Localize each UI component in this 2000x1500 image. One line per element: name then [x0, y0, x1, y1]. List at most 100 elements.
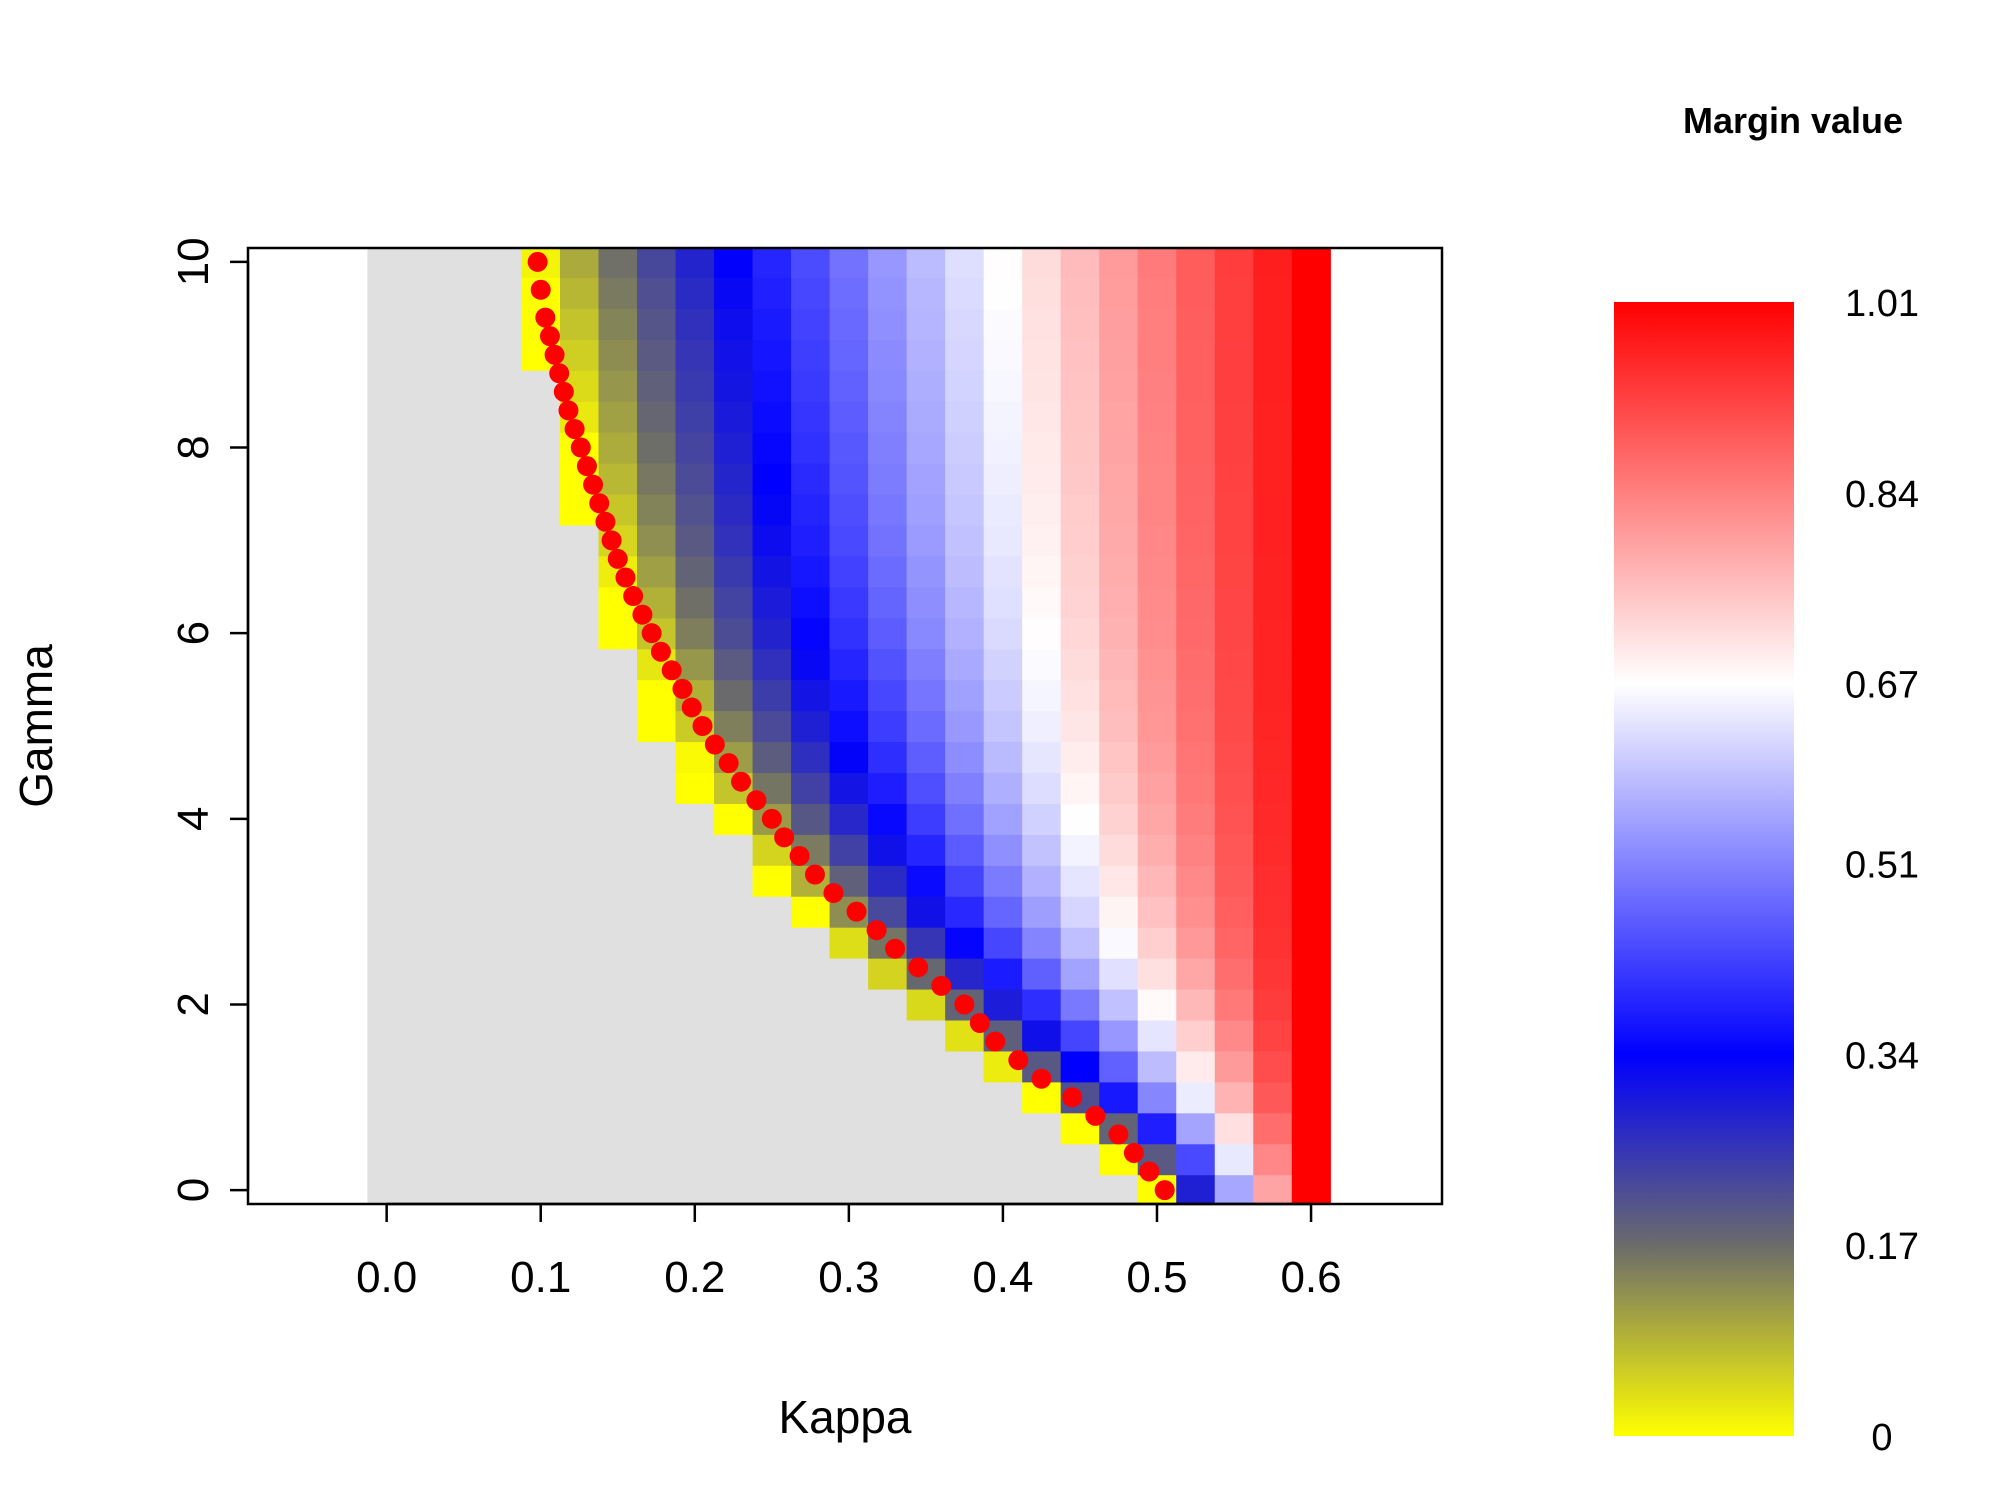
heatmap-cell	[405, 370, 446, 402]
boundary-point	[681, 697, 702, 718]
heatmap-cell	[637, 555, 677, 588]
heatmap-cell	[1253, 1050, 1293, 1083]
heatmap-cell	[945, 370, 985, 402]
heatmap-cell	[752, 524, 792, 557]
heatmap-cell	[1214, 896, 1254, 928]
boundary-point	[1008, 1050, 1029, 1071]
color-scale-bar	[1614, 302, 1794, 1436]
heatmap-cell	[637, 370, 677, 402]
heatmap-cell	[405, 648, 446, 681]
heatmap-cell	[983, 927, 1023, 959]
heatmap-cell	[521, 1143, 561, 1176]
heatmap-cell	[983, 339, 1023, 371]
boundary-point	[661, 660, 682, 681]
boundary-point	[583, 474, 604, 495]
heatmap-cell	[405, 1081, 446, 1114]
heatmap-cell	[945, 679, 985, 712]
heatmap-cell	[675, 772, 715, 804]
heatmap-cell	[444, 710, 484, 743]
heatmap-cell	[637, 463, 677, 495]
heatmap-cell	[791, 710, 831, 743]
heatmap-cell	[637, 1112, 677, 1145]
heatmap-cell	[521, 1050, 561, 1083]
heatmap-cell	[1291, 463, 1331, 495]
heatmap-cell	[1176, 1019, 1216, 1052]
heatmap-cell	[367, 834, 407, 866]
heatmap-cell	[906, 586, 946, 619]
heatmap-cell	[521, 1019, 561, 1052]
heatmap-cell	[1022, 277, 1062, 309]
heatmap-cell	[1176, 679, 1216, 712]
heatmap-cell	[752, 865, 792, 897]
heatmap-cell	[1022, 493, 1062, 526]
heatmap-cell	[482, 1019, 523, 1052]
boundary-point	[774, 827, 795, 848]
heatmap-cell	[1060, 493, 1100, 526]
heatmap-cell	[637, 865, 677, 897]
heatmap-cell	[1253, 988, 1293, 1021]
heatmap-cell	[983, 834, 1023, 866]
heatmap-cell	[983, 896, 1023, 928]
heatmap-cell	[1022, 958, 1062, 990]
heatmap-cell	[1022, 896, 1062, 928]
heatmap-cell	[791, 555, 831, 588]
heatmap-cell	[559, 1050, 600, 1083]
heatmap-cell	[868, 648, 908, 681]
boundary-point	[553, 381, 574, 402]
heatmap-cell	[367, 401, 407, 433]
heatmap-cell	[367, 1112, 407, 1145]
heatmap-cell	[1291, 648, 1331, 681]
heatmap-cell	[521, 896, 561, 928]
heatmap-cell	[983, 370, 1023, 402]
heatmap-cell	[1099, 958, 1139, 990]
heatmap-cell	[637, 772, 677, 804]
heatmap-cell	[945, 586, 985, 619]
heatmap-cell	[1022, 865, 1062, 897]
heatmap-cell	[1253, 803, 1293, 835]
heatmap-cell	[482, 463, 523, 495]
heatmap-cell	[367, 927, 407, 959]
heatmap-cell	[444, 1174, 484, 1205]
heatmap-cell	[675, 493, 715, 526]
heatmap-cell	[945, 308, 985, 340]
heatmap-cell	[983, 1081, 1023, 1114]
heatmap-cell	[444, 679, 484, 712]
heatmap-cell	[1291, 432, 1331, 464]
heatmap-cell	[868, 865, 908, 897]
heatmap-cell	[906, 370, 946, 402]
heatmap-cell	[521, 524, 561, 557]
heatmap-cell	[482, 1143, 523, 1176]
heatmap-cell	[1214, 586, 1254, 619]
heatmap-cell	[906, 927, 946, 959]
heatmap-cell	[983, 586, 1023, 619]
boundary-points	[527, 251, 1175, 1201]
heatmap-cell	[752, 1112, 792, 1145]
heatmap-cell	[791, 586, 831, 619]
heatmap-cell	[367, 1019, 407, 1052]
heatmap-cell	[1253, 865, 1293, 897]
heatmap-cell	[1253, 741, 1293, 774]
heatmap-cell	[1137, 308, 1177, 340]
heatmap-cell	[714, 896, 754, 928]
heatmap-cell	[1214, 493, 1254, 526]
heatmap-cell	[829, 834, 869, 866]
heatmap-cell	[1099, 493, 1139, 526]
heatmap-cell	[598, 308, 638, 340]
heatmap-cell	[1060, 1019, 1100, 1052]
heatmap-cell	[1291, 1050, 1331, 1083]
heatmap-cell	[482, 1112, 523, 1145]
heatmap-cell	[714, 524, 754, 557]
heatmap-cell	[675, 463, 715, 495]
heatmap-cell	[983, 617, 1023, 650]
heatmap-cell	[906, 679, 946, 712]
heatmap-cell	[1137, 988, 1177, 1021]
heatmap-cell	[1099, 555, 1139, 588]
heatmap-cell	[675, 803, 715, 835]
heatmap-cell	[444, 1081, 484, 1114]
color-scale-label: 0.34	[1845, 1035, 1919, 1077]
heatmap-cell	[444, 741, 484, 774]
heatmap-cell	[1291, 524, 1331, 557]
heatmap-cell	[1099, 524, 1139, 557]
heatmap-cell	[945, 277, 985, 309]
